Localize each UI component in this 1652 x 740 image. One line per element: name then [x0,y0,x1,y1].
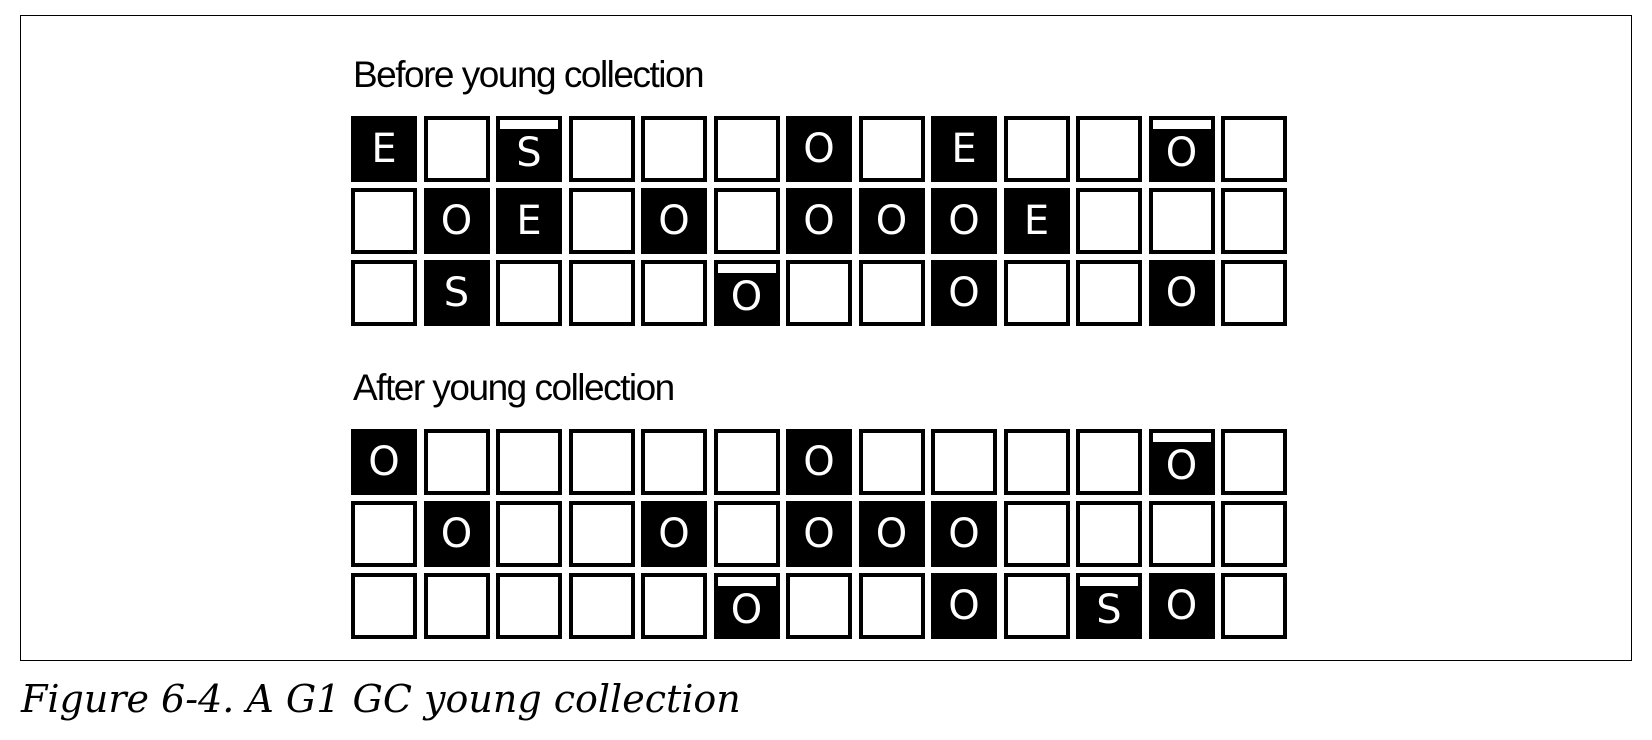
before-region-r2-c13 [1221,188,1287,254]
after-region-r2-c13 [1221,501,1287,567]
after-region-r2-c9: O [931,501,997,567]
before-region-r1-c5 [641,116,707,182]
after-region-r3-c4 [568,573,635,639]
after-region-r2-c6 [713,501,780,567]
after-region-r1-c11 [1076,429,1142,495]
before-region-r1-c10 [1003,116,1070,182]
after-region-r3-c2 [423,573,490,639]
before-region-r1-c11 [1076,116,1142,182]
after-region-r3-c6: O [713,573,780,639]
before-region-r1-c6 [713,116,780,182]
after-region-r1-c10 [1003,429,1070,495]
after-region-r1-c1: O [351,429,417,495]
figure-caption: Figure 6-4. A G1 GC young collection [21,677,741,721]
before-region-r1-c4 [568,116,635,182]
after-region-r2-c1 [351,501,417,567]
before-region-r2-c9: O [931,188,997,254]
after-region-r1-c8 [858,429,925,495]
before-region-r2-c3: E [496,188,562,254]
after-region-r3-c5 [641,573,707,639]
after-region-r2-c11 [1076,501,1142,567]
before-region-r2-c12 [1148,188,1215,254]
after-region-r3-c13 [1221,573,1287,639]
after-region-r3-c3 [496,573,562,639]
before-region-r3-c2: S [423,260,490,326]
before-region-r3-c10 [1003,260,1070,326]
after-region-r1-c9 [931,429,997,495]
after-region-r2-c4 [568,501,635,567]
after-region-r2-c7: O [786,501,852,567]
before-region-r1-c2 [423,116,490,182]
before-region-r2-c10: E [1003,188,1070,254]
after-region-r1-c5 [641,429,707,495]
before-region-r3-c11 [1076,260,1142,326]
before-region-r2-c1 [351,188,417,254]
after-region-r1-c2 [423,429,490,495]
before-region-r1-c3: S [496,116,562,182]
before-region-r2-c2: O [423,188,490,254]
before-region-r3-c5 [641,260,707,326]
before-region-r1-c9: E [931,116,997,182]
after-panel-title: After young collection [353,367,675,408]
after-region-r3-c1 [351,573,417,639]
after-region-r2-c8: O [858,501,925,567]
after-region-r2-c5: O [641,501,707,567]
after-region-r1-c13 [1221,429,1287,495]
before-region-r3-c13 [1221,260,1287,326]
before-region-r2-c6 [713,188,780,254]
after-region-r2-c3 [496,501,562,567]
before-region-r1-c7: O [786,116,852,182]
after-region-r1-c7: O [786,429,852,495]
after-region-r1-c6 [713,429,780,495]
before-region-r2-c7: O [786,188,852,254]
before-region-r1-c8 [858,116,925,182]
after-region-r3-c12: O [1148,573,1215,639]
after-region-r3-c7 [786,573,852,639]
after-region-r2-c12 [1148,501,1215,567]
before-region-r2-c5: O [641,188,707,254]
before-region-r3-c8 [858,260,925,326]
before-panel-title: Before young collection [353,54,705,95]
before-region-r3-c4 [568,260,635,326]
after-region-r3-c10 [1003,573,1070,639]
before-region-r3-c12: O [1148,260,1215,326]
after-region-r3-c11: S [1076,573,1142,639]
after-region-r3-c9: O [931,573,997,639]
before-region-r2-c4 [568,188,635,254]
after-region-r2-c10 [1003,501,1070,567]
before-region-r3-c1 [351,260,417,326]
before-region-r1-c1: E [351,116,417,182]
after-region-r2-c2: O [423,501,490,567]
before-region-r2-c8: O [858,188,925,254]
before-region-r1-c12: O [1148,116,1215,182]
after-region-r1-c12: O [1148,429,1215,495]
before-region-r3-c7 [786,260,852,326]
before-region-r2-c11 [1076,188,1142,254]
after-region-r1-c4 [568,429,635,495]
before-region-r3-c6: O [713,260,780,326]
before-region-r3-c9: O [931,260,997,326]
after-region-r1-c3 [496,429,562,495]
before-region-r1-c13 [1221,116,1287,182]
before-region-r3-c3 [496,260,562,326]
after-region-r3-c8 [858,573,925,639]
